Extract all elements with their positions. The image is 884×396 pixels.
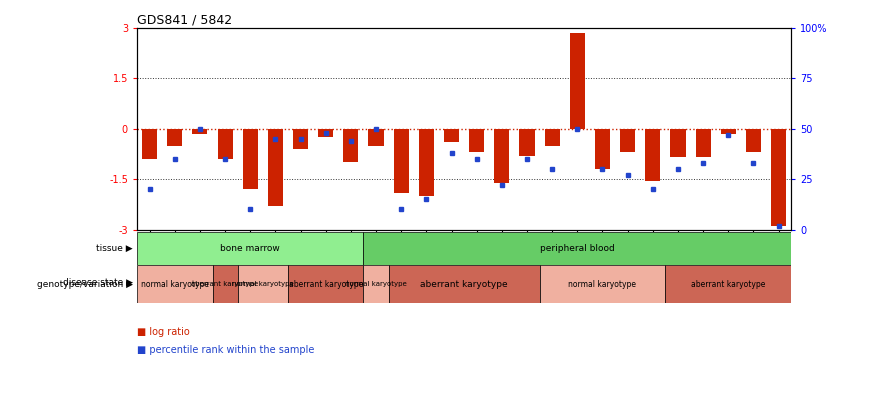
Bar — [620, 129, 636, 152]
Bar — [539, 265, 666, 303]
Text: clinical outcome - dead: clinical outcome - dead — [613, 278, 719, 287]
Text: bone marrow: bone marrow — [220, 244, 280, 253]
Text: aberrant karyotype: aberrant karyotype — [192, 281, 259, 287]
Text: normal karyotype: normal karyotype — [141, 280, 209, 289]
Bar — [494, 129, 509, 183]
Bar — [137, 265, 238, 299]
Bar — [670, 129, 685, 157]
Bar — [539, 265, 791, 299]
Bar — [363, 232, 791, 265]
Bar — [212, 265, 238, 303]
Bar — [167, 129, 182, 145]
Bar — [318, 129, 333, 137]
Bar — [137, 232, 363, 265]
Text: aberrant karyotype: aberrant karyotype — [691, 280, 766, 289]
Bar — [243, 129, 258, 189]
Bar — [720, 129, 735, 134]
Bar — [193, 129, 208, 134]
Text: clinical outcome - alive: clinical outcome - alive — [399, 278, 504, 287]
Text: aberrant karyotype: aberrant karyotype — [288, 280, 363, 289]
Text: ■ percentile rank within the sample: ■ percentile rank within the sample — [137, 345, 315, 354]
Text: disease state ▶: disease state ▶ — [63, 278, 133, 287]
Bar — [393, 129, 408, 192]
Text: normal karyotype: normal karyotype — [568, 280, 636, 289]
Bar — [595, 129, 610, 169]
Text: tissue ▶: tissue ▶ — [96, 244, 133, 253]
Bar — [268, 129, 283, 206]
Bar — [666, 265, 791, 303]
Bar — [363, 265, 389, 303]
Text: normal karyotype: normal karyotype — [345, 281, 407, 287]
Bar — [746, 129, 761, 152]
Text: genotype/variation ▶: genotype/variation ▶ — [36, 280, 133, 289]
Bar — [369, 129, 384, 145]
Bar — [142, 129, 157, 159]
Bar — [288, 265, 363, 303]
Bar — [238, 265, 363, 299]
Bar — [343, 129, 358, 162]
Text: GDS841 / 5842: GDS841 / 5842 — [137, 13, 232, 27]
Bar — [363, 265, 539, 299]
Bar — [645, 129, 660, 181]
Text: clinical outcome - alive: clinical outcome - alive — [143, 278, 232, 287]
Bar — [469, 129, 484, 152]
Bar — [419, 129, 434, 196]
Text: peripheral blood: peripheral blood — [540, 244, 614, 253]
Text: aberrant karyotype: aberrant karyotype — [420, 280, 508, 289]
Text: normal karyotype: normal karyotype — [232, 281, 293, 287]
Bar — [217, 129, 232, 159]
Bar — [520, 129, 535, 156]
Text: ■ log ratio: ■ log ratio — [137, 327, 190, 337]
Bar — [238, 265, 288, 303]
Text: clinical outcome - dead: clinical outcome - dead — [256, 278, 345, 287]
Bar — [444, 129, 459, 142]
Bar — [389, 265, 539, 303]
Bar — [293, 129, 309, 149]
Bar — [545, 129, 560, 145]
Bar — [771, 129, 786, 226]
Bar — [137, 265, 212, 303]
Bar — [696, 129, 711, 157]
Bar — [570, 33, 585, 129]
